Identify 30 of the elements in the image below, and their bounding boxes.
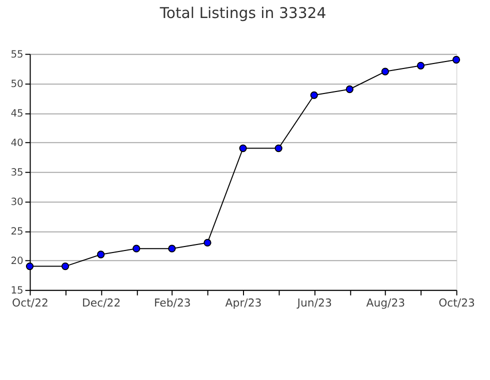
point bbox=[132, 244, 140, 252]
point bbox=[97, 250, 105, 258]
y-tick-label: 25 bbox=[10, 226, 24, 238]
x-tick-label: Aug/23 bbox=[366, 296, 406, 310]
x-tick-label: Oct/23 bbox=[438, 296, 476, 310]
x-tick-label: Oct/22 bbox=[12, 296, 48, 310]
point bbox=[61, 262, 70, 270]
point bbox=[452, 56, 460, 64]
y-tick-label: 30 bbox=[10, 196, 24, 208]
y-tick-label: 15 bbox=[10, 285, 24, 296]
y-tick-label: 35 bbox=[10, 167, 24, 178]
x-tick-label: Dec/22 bbox=[82, 296, 121, 310]
point bbox=[416, 62, 425, 70]
y-tick-label: 40 bbox=[10, 138, 24, 149]
point bbox=[239, 144, 247, 152]
point bbox=[204, 238, 212, 247]
y-tick-label: 45 bbox=[10, 108, 24, 120]
point bbox=[26, 262, 34, 270]
x-tick-label: Apr/23 bbox=[225, 296, 262, 310]
y-tick-label: 55 bbox=[10, 49, 24, 60]
point bbox=[381, 68, 390, 76]
point bbox=[346, 85, 354, 94]
point bbox=[168, 244, 176, 252]
point bbox=[310, 91, 318, 99]
x-tick-label: Jun/23 bbox=[296, 296, 332, 310]
chart-title: Total Listings in 33324 bbox=[158, 4, 326, 22]
point bbox=[274, 144, 282, 152]
y-tick-label: 20 bbox=[10, 256, 24, 267]
x-tick-label: Feb/23 bbox=[154, 296, 191, 310]
y-tick-label: 50 bbox=[10, 78, 24, 90]
